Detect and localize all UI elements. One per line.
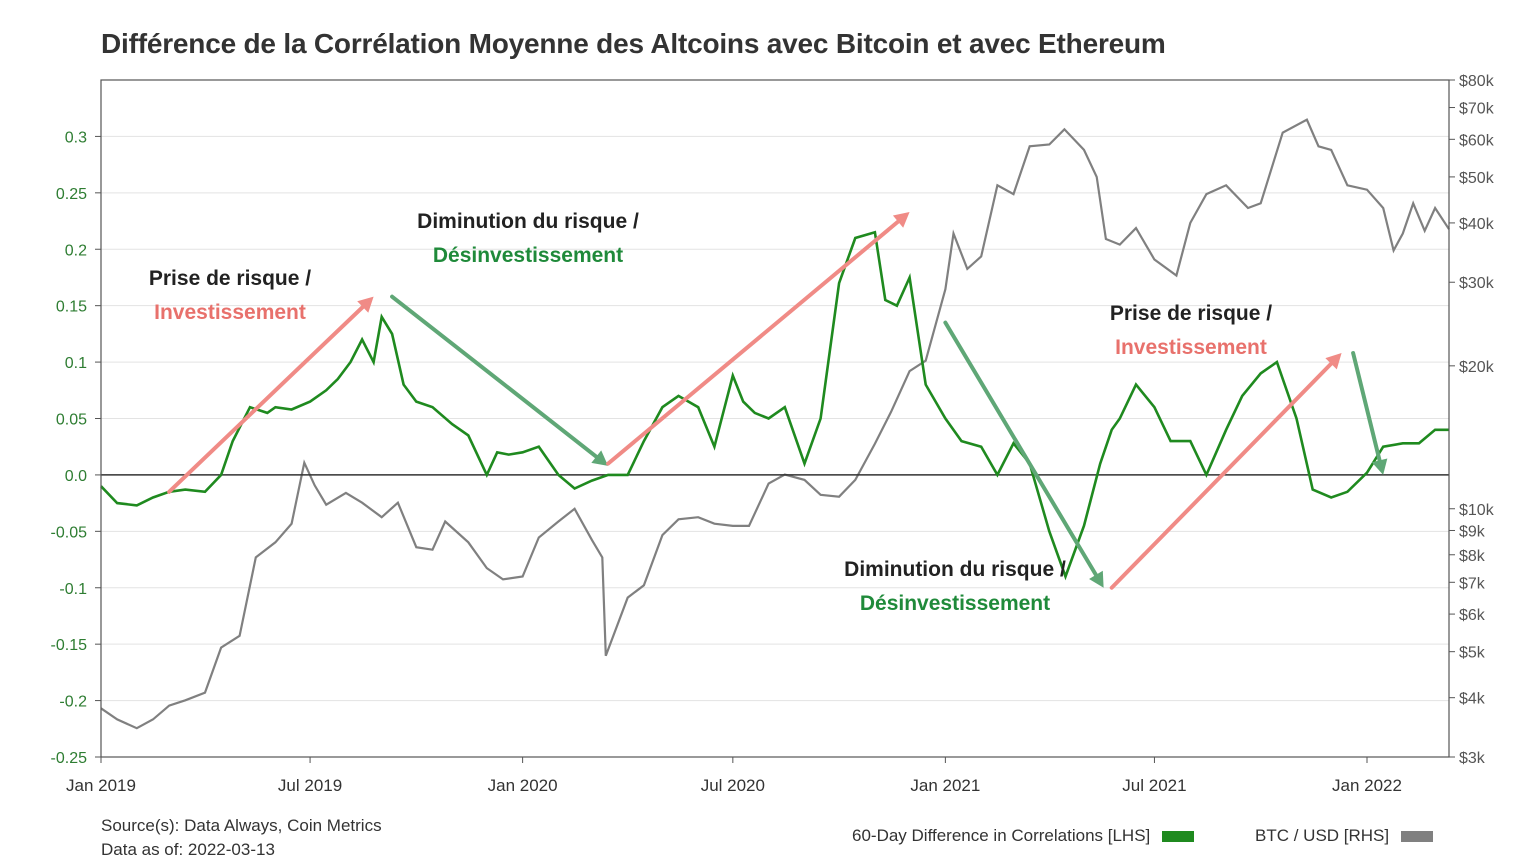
left-tick-label-3: 0.15: [56, 299, 87, 316]
x-tick-label-5: Jul 2021: [1122, 776, 1186, 795]
right-tick-label-0: $80k: [1459, 73, 1495, 90]
annotation-1-line2: Désinvestissement: [433, 244, 623, 267]
right-tick-label-8: $9k: [1459, 523, 1486, 540]
x-tick-label-2: Jan 2020: [488, 776, 558, 795]
right-tick-label-2: $60k: [1459, 132, 1495, 149]
legend-correlation-label: 60-Day Difference in Correlations [LHS]: [852, 826, 1151, 845]
chart-title: Différence de la Corrélation Moyenne des…: [101, 28, 1166, 59]
left-tick-label-5: 0.05: [56, 412, 87, 429]
right-axis: $80k $70k $60k $50k $40k $30k $20k $10k $9k $8k $7…: [1449, 73, 1495, 767]
x-tick-label-0: Jan 2019: [66, 776, 136, 795]
arrow-risk-off-5: [1351, 351, 1382, 463]
left-tick-label-8: -0.1: [59, 581, 87, 598]
right-tick-label-14: $3k: [1459, 750, 1486, 767]
right-tick-label-4: $40k: [1459, 216, 1495, 233]
arrowhead-risk-on-0: [357, 296, 374, 313]
right-tick-label-10: $7k: [1459, 575, 1486, 592]
left-tick-label-2: 0.2: [65, 242, 87, 259]
legend-btc-label: BTC / USD [RHS]: [1255, 826, 1390, 845]
arrow-risk-on-2: [606, 219, 901, 466]
right-tick-label-6: $20k: [1459, 359, 1495, 376]
left-tick-label-0: 0.3: [65, 129, 87, 146]
legend-btc-swatch: [1401, 830, 1434, 842]
x-axis: Jan 2019 Jul 2019 Jan 2020 Jul 2020 Jan 2021…: [66, 757, 1402, 795]
annotation-2-line2: Investissement: [1115, 336, 1267, 359]
legend-btc: BTC / USD [RHS]: [1255, 826, 1434, 846]
arrowhead-risk-off-3: [1089, 570, 1104, 588]
annotation-2-line1: Prise de risque /: [1110, 302, 1272, 325]
right-tick-label-7: $10k: [1459, 502, 1495, 519]
legend-correlation-swatch: [1162, 830, 1195, 842]
annotations: Prise de risque / Investissement Diminutio…: [149, 210, 1272, 615]
right-tick-label-3: $50k: [1459, 170, 1495, 187]
left-tick-label-6: 0.0: [65, 468, 87, 485]
left-tick-label-11: -0.25: [51, 750, 88, 767]
right-tick-label-9: $8k: [1459, 548, 1486, 565]
right-tick-label-12: $5k: [1459, 645, 1486, 662]
left-tick-label-9: -0.15: [51, 637, 88, 654]
arrowhead-risk-on-4: [1325, 353, 1342, 370]
x-tick-label-3: Jul 2020: [701, 776, 765, 795]
left-tick-label-4: 0.1: [65, 355, 87, 372]
btc-usd-line: [100, 118, 1450, 730]
arrow-risk-off-1: [390, 294, 599, 459]
source-line: Source(s): Data Always, Coin Metrics: [101, 816, 382, 835]
data-date-line: Data as of: 2022-03-13: [101, 840, 275, 859]
right-tick-label-13: $4k: [1459, 691, 1486, 708]
right-tick-label-5: $30k: [1459, 275, 1495, 292]
left-tick-label-1: 0.25: [56, 186, 87, 203]
correlation-line: [100, 230, 1449, 581]
left-tick-label-7: -0.05: [51, 524, 88, 541]
annotation-0-line2: Investissement: [154, 301, 306, 324]
legend-correlation: 60-Day Difference in Correlations [LHS]: [852, 826, 1195, 846]
x-tick-label-4: Jan 2021: [910, 776, 980, 795]
gridlines: [101, 135, 1449, 758]
right-tick-label-11: $6k: [1459, 607, 1486, 624]
arrowhead-risk-off-5: [1371, 458, 1388, 475]
arrow-risk-off-3: [943, 320, 1098, 577]
annotation-1-line1: Diminution du risque /: [417, 210, 639, 233]
arrow-risk-on-0: [167, 304, 365, 494]
annotation-arrows: [167, 212, 1388, 590]
left-axis: 0.3 0.25 0.2 0.15 0.1 0.05 0.0 -0.05 -0.1 -0.15 -0…: [51, 129, 101, 767]
right-tick-label-1: $70k: [1459, 101, 1495, 118]
annotation-3-line2: Désinvestissement: [860, 592, 1050, 615]
annotation-3-line1: Diminution du risque /: [844, 558, 1066, 581]
annotation-0-line1: Prise de risque /: [149, 267, 311, 290]
arrowhead-risk-off-1: [591, 450, 609, 466]
left-tick-label-10: -0.2: [59, 694, 87, 711]
arrow-risk-on-4: [1109, 361, 1334, 590]
x-tick-label-6: Jan 2022: [1332, 776, 1402, 795]
arrowhead-risk-on-2: [892, 212, 910, 228]
x-tick-label-1: Jul 2019: [278, 776, 342, 795]
